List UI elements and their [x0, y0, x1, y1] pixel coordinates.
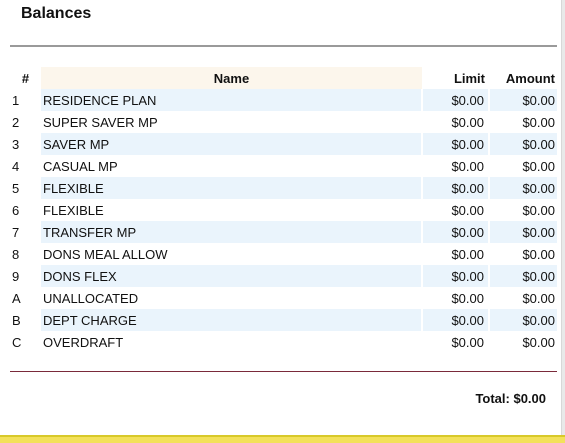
row-limit: $0.00	[421, 221, 489, 243]
table-row: 3 SAVER MP $0.00 $0.00	[10, 133, 557, 155]
row-num: 3	[12, 136, 20, 152]
table-row: 5 FLEXIBLE $0.00 $0.00	[10, 177, 557, 199]
page-title: Balances	[21, 5, 92, 22]
row-num: A	[12, 290, 21, 306]
row-amount: $0.00	[488, 287, 557, 309]
row-amount: $0.00	[488, 331, 557, 353]
row-limit: $0.00	[421, 89, 489, 111]
row-amount: $0.00	[488, 221, 557, 243]
row-amount: $0.00	[488, 199, 557, 221]
table-row: 6 FLEXIBLE $0.00 $0.00	[10, 199, 557, 221]
row-amount: $0.00	[488, 111, 557, 133]
row-num: 8	[12, 246, 20, 262]
row-num: 2	[12, 114, 20, 130]
row-num: 4	[12, 158, 20, 174]
row-num: C	[12, 334, 22, 350]
row-limit: $0.00	[421, 133, 489, 155]
row-amount: $0.00	[488, 177, 557, 199]
column-header-amount: Amount	[505, 70, 555, 86]
table-row: C OVERDRAFT $0.00 $0.00	[10, 331, 557, 353]
row-num: 5	[12, 180, 20, 196]
column-header-num: #	[21, 70, 30, 86]
row-amount: $0.00	[488, 265, 557, 287]
bottom-accent-bar	[0, 435, 565, 443]
row-name: FLEXIBLE	[43, 202, 104, 218]
row-name: DONS FLEX	[41, 265, 422, 287]
table-row: A UNALLOCATED $0.00 $0.00	[10, 287, 557, 309]
total-divider	[10, 371, 557, 372]
row-name: SUPER SAVER MP	[43, 114, 158, 130]
row-amount: $0.00	[488, 133, 557, 155]
row-limit: $0.00	[421, 155, 489, 177]
row-name: TRANSFER MP	[41, 221, 422, 243]
balances-panel: Balances # Name Limit Amount 1 RESIDENCE…	[0, 0, 562, 435]
row-name: UNALLOCATED	[43, 290, 139, 306]
column-header-limit: Limit	[453, 70, 485, 86]
row-limit: $0.00	[421, 111, 489, 133]
table-row: 1 RESIDENCE PLAN $0.00 $0.00	[10, 89, 557, 111]
table-row: B DEPT CHARGE $0.00 $0.00	[10, 309, 557, 331]
table-row: 4 CASUAL MP $0.00 $0.00	[10, 155, 557, 177]
table-row: 8 DONS MEAL ALLOW $0.00 $0.00	[10, 243, 557, 265]
row-name: DEPT CHARGE	[41, 309, 422, 331]
row-limit: $0.00	[421, 287, 489, 309]
row-amount: $0.00	[488, 243, 557, 265]
row-name: FLEXIBLE	[41, 177, 422, 199]
title-divider	[10, 45, 557, 47]
row-amount: $0.00	[488, 89, 557, 111]
balances-table: # Name Limit Amount 1 RESIDENCE PLAN $0.…	[10, 67, 557, 353]
row-name: OVERDRAFT	[43, 334, 124, 350]
row-limit: $0.00	[421, 331, 489, 353]
row-num: 9	[12, 268, 20, 284]
row-limit: $0.00	[421, 243, 489, 265]
table-row: 9 DONS FLEX $0.00 $0.00	[10, 265, 557, 287]
row-amount: $0.00	[488, 309, 557, 331]
row-limit: $0.00	[421, 309, 489, 331]
column-header-name: Name	[41, 67, 422, 89]
row-name: SAVER MP	[41, 133, 422, 155]
row-name: DONS MEAL ALLOW	[43, 246, 168, 262]
total-label: Total: $0.00	[475, 391, 546, 406]
table-row: 2 SUPER SAVER MP $0.00 $0.00	[10, 111, 557, 133]
row-limit: $0.00	[421, 265, 489, 287]
table-header-row: # Name Limit Amount	[10, 67, 557, 89]
row-limit: $0.00	[421, 177, 489, 199]
row-num: 7	[12, 224, 20, 240]
row-name: CASUAL MP	[43, 158, 118, 174]
row-num: 6	[12, 202, 20, 218]
row-num: 1	[12, 92, 20, 108]
row-name: RESIDENCE PLAN	[41, 89, 422, 111]
row-limit: $0.00	[421, 199, 489, 221]
row-amount: $0.00	[488, 155, 557, 177]
table-row: 7 TRANSFER MP $0.00 $0.00	[10, 221, 557, 243]
row-num: B	[12, 312, 21, 328]
